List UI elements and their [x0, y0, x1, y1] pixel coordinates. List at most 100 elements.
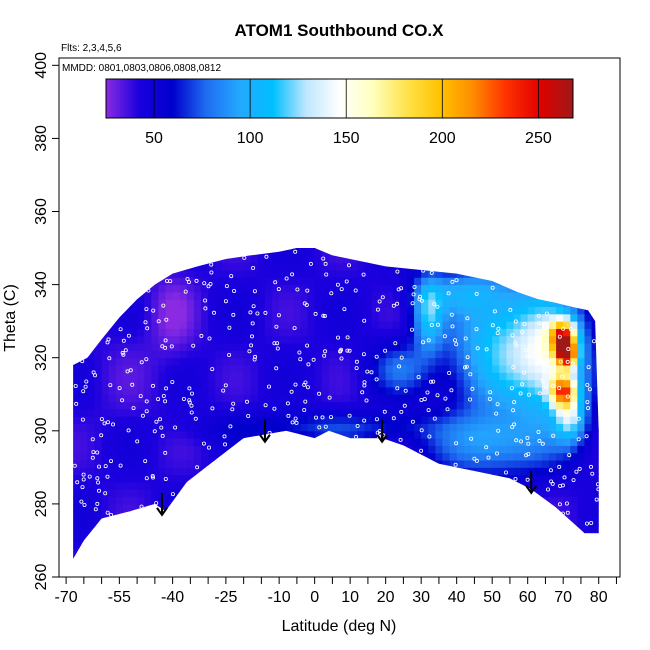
y-tick-label: 380 — [33, 125, 50, 152]
heatmap-cell — [115, 255, 124, 264]
heatmap-cell — [343, 481, 351, 490]
heatmap-cell — [179, 452, 188, 461]
heatmap-cell — [102, 562, 110, 570]
sample-point — [183, 289, 188, 294]
heatmap-cell — [513, 481, 522, 490]
heatmap-cell — [307, 284, 316, 293]
heatmap-cell — [548, 284, 557, 293]
heatmap-cell — [449, 460, 458, 468]
heatmap-cell — [392, 321, 401, 329]
heatmap-cell — [421, 269, 429, 278]
heatmap-cell — [428, 386, 436, 395]
heatmap-cell — [73, 394, 81, 403]
heatmap-cell — [364, 248, 372, 256]
heatmap-cell — [591, 379, 599, 388]
heatmap-cell — [442, 248, 451, 249]
heatmap-cell — [165, 248, 174, 249]
heatmap-cell — [137, 438, 145, 446]
heatmap-cell — [442, 262, 451, 271]
heatmap-cell — [73, 328, 74, 337]
sample-point — [156, 397, 161, 402]
heatmap-cell — [442, 357, 451, 366]
heatmap-cell — [548, 291, 557, 300]
heatmap-cell — [499, 401, 507, 410]
heatmap-cell — [279, 284, 287, 293]
heatmap-cell — [435, 328, 443, 337]
heatmap-cell — [392, 372, 401, 381]
heatmap-cell — [435, 284, 443, 293]
heatmap-cell — [335, 408, 344, 417]
heatmap-cell — [250, 555, 259, 559]
heatmap-cell — [477, 255, 486, 264]
heatmap-cell — [215, 343, 223, 351]
sample-point — [345, 335, 350, 340]
heatmap-cell — [144, 313, 152, 322]
heatmap-cell — [485, 291, 493, 300]
sample-point — [289, 389, 294, 394]
sample-point — [194, 278, 199, 283]
heatmap-cell — [463, 248, 472, 249]
heatmap-cell — [236, 291, 245, 300]
heatmap-cell — [73, 350, 74, 359]
heatmap-cell — [108, 481, 117, 490]
heatmap-cell — [513, 328, 522, 337]
heatmap-cell — [414, 343, 422, 351]
heatmap-cell — [428, 518, 436, 527]
heatmap-cell — [130, 313, 138, 322]
heatmap-cell — [286, 438, 294, 446]
heatmap-cell — [456, 248, 465, 256]
heatmap-cell — [492, 525, 500, 534]
heatmap-cell — [343, 401, 351, 410]
sample-point — [249, 334, 254, 339]
x-tick-label: 10 — [341, 589, 359, 606]
heatmap-cell — [158, 365, 167, 373]
heatmap-cell — [115, 474, 124, 483]
heatmap-cell — [94, 255, 103, 264]
heatmap-cell — [151, 533, 159, 541]
heatmap-cell — [371, 248, 380, 256]
heatmap-cell — [151, 386, 159, 395]
heatmap-cell — [584, 423, 593, 432]
heatmap-cell — [527, 365, 536, 373]
heatmap-cell — [264, 262, 273, 271]
heatmap-cell — [314, 386, 323, 395]
heatmap-cell — [534, 401, 543, 410]
heatmap-cell — [470, 299, 479, 308]
heatmap-cell — [463, 299, 472, 308]
heatmap-cell — [172, 284, 181, 293]
heatmap-cell — [186, 299, 195, 308]
sample-point — [416, 374, 421, 379]
heatmap-cell — [556, 248, 564, 256]
heatmap-cell — [556, 291, 564, 300]
heatmap-cell — [215, 503, 223, 512]
heatmap-cell — [328, 430, 337, 439]
heatmap-cell — [350, 496, 358, 505]
heatmap-cell — [548, 269, 557, 278]
heatmap-cell — [364, 474, 372, 483]
heatmap-cell — [463, 262, 472, 271]
heatmap-cell — [513, 511, 522, 520]
heatmap-cell — [222, 533, 230, 541]
sample-point — [398, 437, 403, 442]
heatmap-cell — [343, 467, 351, 476]
heatmap-cell — [101, 511, 110, 520]
heatmap-cell — [87, 357, 96, 366]
heatmap-cell — [300, 430, 309, 439]
heatmap-cell — [470, 525, 479, 534]
sample-point — [163, 399, 168, 404]
heatmap-cell — [449, 350, 458, 359]
sample-point — [185, 276, 190, 281]
heatmap-cell — [599, 380, 607, 388]
heatmap-cell — [492, 248, 500, 249]
heatmap-cell — [513, 489, 522, 498]
heatmap-cell — [470, 394, 479, 403]
heatmap-cell — [442, 372, 451, 381]
heatmap-cell — [399, 408, 408, 417]
heatmap-cell — [584, 562, 592, 570]
heatmap-cell — [599, 519, 607, 527]
heatmap-cell — [94, 386, 103, 395]
heatmap-cell — [499, 481, 507, 490]
heatmap-cell — [130, 511, 138, 520]
heatmap-cell — [243, 474, 252, 483]
heatmap-cell — [208, 408, 216, 417]
